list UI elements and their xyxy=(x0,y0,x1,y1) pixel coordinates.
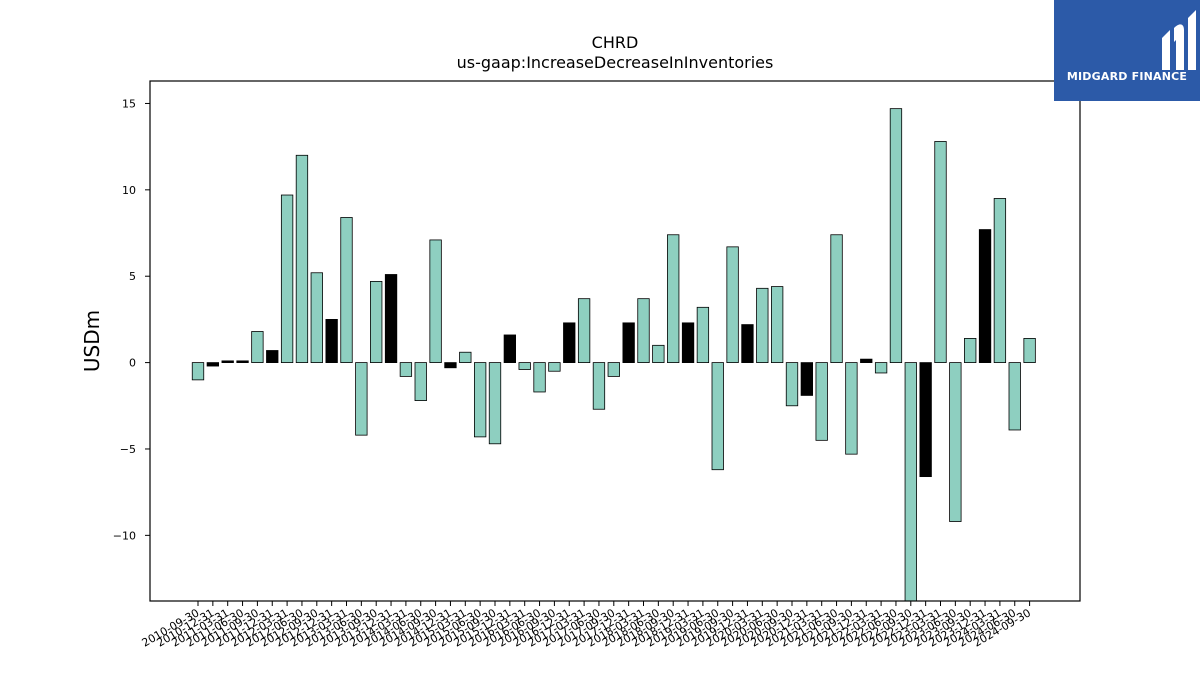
bar-2015-03-31 xyxy=(459,351,472,363)
bar-2018-09-30 xyxy=(667,234,680,363)
bar-2015-06-30 xyxy=(473,362,487,438)
bar-2012-09-30 xyxy=(310,272,323,363)
bar-2017-06-30 xyxy=(592,362,606,410)
y-tick-label: 10 xyxy=(122,184,136,197)
bar-2024-09-30 xyxy=(1023,338,1036,363)
bar-2013-09-30 xyxy=(370,280,383,363)
bar-2012-06-30 xyxy=(295,154,309,363)
bar-2015-09-30 xyxy=(488,362,502,445)
chart-title: CHRD xyxy=(592,33,639,52)
plot-frame xyxy=(149,80,1081,602)
bar-2022-12-31 xyxy=(919,362,932,478)
bar-2010-09-30 xyxy=(191,362,205,381)
bar-2012-03-31 xyxy=(280,194,294,363)
y-tick-label: 0 xyxy=(129,357,136,370)
bar-2018-12-31 xyxy=(681,322,695,363)
bar-2011-03-31 xyxy=(221,360,234,363)
bar-2014-12-31 xyxy=(444,362,457,369)
bar-2021-06-30 xyxy=(830,234,843,363)
bar-2017-12-31 xyxy=(622,322,635,363)
bars-group xyxy=(191,108,1036,602)
bar-2023-06-30 xyxy=(949,362,962,522)
bar-2017-09-30 xyxy=(607,362,620,377)
bar-2016-12-31 xyxy=(563,322,576,363)
bar-2020-09-30 xyxy=(785,362,799,407)
logo-mark-icon xyxy=(1162,10,1196,70)
bar-2020-12-31 xyxy=(800,362,813,396)
bar-2021-12-31 xyxy=(860,358,873,363)
bar-2021-03-31 xyxy=(815,362,828,441)
bar-2018-06-30 xyxy=(652,344,665,363)
bar-2011-09-30 xyxy=(251,331,264,363)
bar-2012-12-31 xyxy=(325,319,338,363)
bar-2019-03-31 xyxy=(696,306,710,363)
midgard-finance-logo: MIDGARD FINANCE xyxy=(1054,0,1200,101)
bar-2013-12-31 xyxy=(384,274,398,363)
y-tick-label: 15 xyxy=(122,97,136,110)
y-axis-label: USDm xyxy=(80,310,104,372)
bar-2019-06-30 xyxy=(711,362,724,471)
bar-2024-03-31 xyxy=(993,198,1007,363)
bar-2016-03-31 xyxy=(518,362,531,370)
bar-2023-03-31 xyxy=(934,141,947,363)
bar-2014-03-31 xyxy=(399,362,413,377)
bar-2021-09-30 xyxy=(845,362,858,455)
bar-2013-03-31 xyxy=(340,217,353,363)
bar-2023-09-30 xyxy=(964,338,977,363)
x-axis: 2010-09-302010-12-312011-03-312011-06-30… xyxy=(140,601,1033,650)
bar-2019-12-31 xyxy=(741,324,754,363)
bar-2010-12-31 xyxy=(206,362,220,367)
bar-2011-06-30 xyxy=(236,360,249,363)
y-tick-label: −5 xyxy=(120,443,136,456)
bar-2020-03-31 xyxy=(756,287,769,363)
bar-2024-06-30 xyxy=(1008,362,1021,431)
bar-2019-09-30 xyxy=(726,246,739,363)
logo-text: MIDGARD FINANCE xyxy=(1066,70,1188,83)
bar-2016-06-30 xyxy=(533,362,546,393)
bar-2022-03-31 xyxy=(874,362,888,374)
bar-2015-12-31 xyxy=(503,334,517,363)
bar-2020-06-30 xyxy=(771,286,784,363)
bar-2017-03-31 xyxy=(577,298,591,363)
bar-2016-09-30 xyxy=(548,362,561,372)
chart-subtitle: us-gaap:IncreaseDecreaseInInventories xyxy=(457,53,774,72)
y-tick-label: −10 xyxy=(113,529,136,542)
bar-2018-03-31 xyxy=(637,298,650,363)
bar-2014-06-30 xyxy=(414,362,427,402)
bar-2013-06-30 xyxy=(355,362,368,436)
bar-2022-09-30 xyxy=(904,362,917,602)
bar-2014-09-30 xyxy=(429,239,442,363)
bar-2022-06-30 xyxy=(889,108,903,363)
y-axis: −10 −5 0 5 10 15 xyxy=(113,97,150,542)
bar-2011-12-31 xyxy=(266,350,279,363)
y-tick-label: 5 xyxy=(129,270,136,283)
bar-2023-12-31 xyxy=(978,229,992,363)
